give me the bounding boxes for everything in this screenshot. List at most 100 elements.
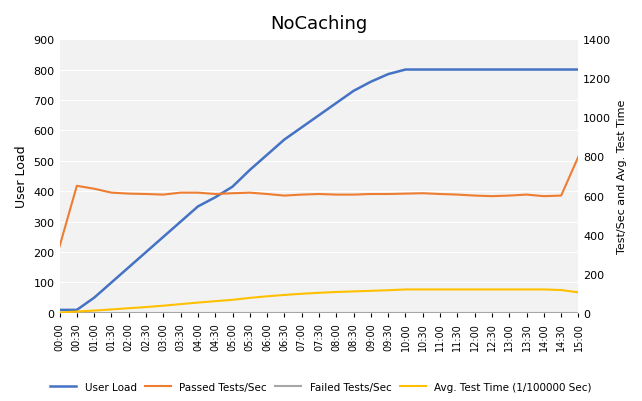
Failed Tests/Sec	[436, 311, 444, 316]
Avg. Test Time (1/100000 Sec)	[281, 293, 288, 298]
Y-axis label: Test/Sec and Avg. Test Time: Test/Sec and Avg. Test Time	[617, 99, 627, 253]
Failed Tests/Sec	[315, 311, 323, 316]
User Load	[436, 68, 444, 73]
Avg. Test Time (1/100000 Sec)	[505, 288, 513, 292]
Passed Tests/Sec	[540, 194, 548, 199]
Avg. Test Time (1/100000 Sec)	[73, 309, 81, 314]
Failed Tests/Sec	[575, 311, 582, 316]
Failed Tests/Sec	[108, 311, 116, 316]
Passed Tests/Sec	[333, 193, 340, 198]
Failed Tests/Sec	[298, 311, 306, 316]
Failed Tests/Sec	[488, 311, 496, 316]
Failed Tests/Sec	[419, 311, 427, 316]
Failed Tests/Sec	[73, 311, 81, 316]
Line: Avg. Test Time (1/100000 Sec): Avg. Test Time (1/100000 Sec)	[60, 290, 578, 313]
Passed Tests/Sec	[56, 244, 64, 249]
Passed Tests/Sec	[246, 191, 254, 196]
Failed Tests/Sec	[367, 311, 375, 316]
Passed Tests/Sec	[402, 192, 410, 196]
User Load	[229, 185, 236, 190]
Passed Tests/Sec	[108, 191, 116, 196]
Passed Tests/Sec	[229, 191, 236, 196]
Failed Tests/Sec	[142, 311, 150, 316]
Passed Tests/Sec	[453, 193, 461, 198]
Avg. Test Time (1/100000 Sec)	[298, 292, 306, 296]
User Load	[142, 250, 150, 255]
Passed Tests/Sec	[315, 192, 323, 197]
Passed Tests/Sec	[177, 191, 184, 196]
Failed Tests/Sec	[540, 311, 548, 316]
User Load	[177, 220, 184, 225]
Failed Tests/Sec	[211, 311, 219, 316]
User Load	[333, 101, 340, 106]
Passed Tests/Sec	[298, 193, 306, 198]
Avg. Test Time (1/100000 Sec)	[350, 289, 358, 294]
Avg. Test Time (1/100000 Sec)	[108, 307, 116, 312]
Avg. Test Time (1/100000 Sec)	[453, 288, 461, 292]
Failed Tests/Sec	[125, 311, 133, 316]
Passed Tests/Sec	[471, 194, 478, 198]
Failed Tests/Sec	[177, 311, 184, 316]
Avg. Test Time (1/100000 Sec)	[385, 288, 392, 293]
Failed Tests/Sec	[505, 311, 513, 316]
User Load	[488, 68, 496, 73]
Avg. Test Time (1/100000 Sec)	[194, 300, 202, 305]
Passed Tests/Sec	[505, 194, 513, 198]
Avg. Test Time (1/100000 Sec)	[471, 288, 478, 292]
Failed Tests/Sec	[402, 311, 410, 316]
User Load	[246, 168, 254, 173]
Failed Tests/Sec	[194, 311, 202, 316]
User Load	[523, 68, 530, 73]
Avg. Test Time (1/100000 Sec)	[333, 290, 340, 295]
Passed Tests/Sec	[281, 194, 288, 198]
Passed Tests/Sec	[367, 192, 375, 197]
Passed Tests/Sec	[263, 192, 271, 197]
User Load	[367, 80, 375, 85]
Passed Tests/Sec	[350, 193, 358, 198]
Avg. Test Time (1/100000 Sec)	[246, 296, 254, 300]
Avg. Test Time (1/100000 Sec)	[367, 289, 375, 294]
Avg. Test Time (1/100000 Sec)	[488, 288, 496, 292]
Passed Tests/Sec	[125, 192, 133, 196]
Passed Tests/Sec	[385, 192, 392, 197]
Passed Tests/Sec	[575, 155, 582, 160]
Avg. Test Time (1/100000 Sec)	[211, 299, 219, 304]
Failed Tests/Sec	[471, 311, 478, 316]
User Load	[402, 68, 410, 73]
Passed Tests/Sec	[142, 192, 150, 197]
Avg. Test Time (1/100000 Sec)	[56, 310, 64, 315]
Y-axis label: User Load: User Load	[15, 145, 28, 208]
Passed Tests/Sec	[419, 191, 427, 196]
Avg. Test Time (1/100000 Sec)	[142, 305, 150, 310]
Failed Tests/Sec	[281, 311, 288, 316]
Failed Tests/Sec	[385, 311, 392, 316]
User Load	[419, 68, 427, 73]
Avg. Test Time (1/100000 Sec)	[91, 308, 98, 313]
Avg. Test Time (1/100000 Sec)	[402, 288, 410, 292]
Avg. Test Time (1/100000 Sec)	[523, 288, 530, 292]
Line: Passed Tests/Sec: Passed Tests/Sec	[60, 157, 578, 247]
User Load	[298, 126, 306, 130]
Failed Tests/Sec	[333, 311, 340, 316]
Failed Tests/Sec	[91, 311, 98, 316]
Failed Tests/Sec	[523, 311, 530, 316]
User Load	[108, 280, 116, 285]
User Load	[194, 205, 202, 209]
User Load	[91, 296, 98, 300]
Avg. Test Time (1/100000 Sec)	[263, 294, 271, 299]
User Load	[453, 68, 461, 73]
Passed Tests/Sec	[488, 194, 496, 199]
Passed Tests/Sec	[73, 184, 81, 189]
Avg. Test Time (1/100000 Sec)	[540, 288, 548, 292]
User Load	[263, 153, 271, 158]
Avg. Test Time (1/100000 Sec)	[419, 288, 427, 292]
Failed Tests/Sec	[350, 311, 358, 316]
Failed Tests/Sec	[229, 311, 236, 316]
Title: NoCaching: NoCaching	[270, 15, 368, 33]
User Load	[350, 89, 358, 94]
Avg. Test Time (1/100000 Sec)	[125, 306, 133, 311]
Failed Tests/Sec	[557, 311, 565, 316]
Failed Tests/Sec	[159, 311, 167, 316]
Avg. Test Time (1/100000 Sec)	[315, 291, 323, 296]
Passed Tests/Sec	[91, 187, 98, 192]
